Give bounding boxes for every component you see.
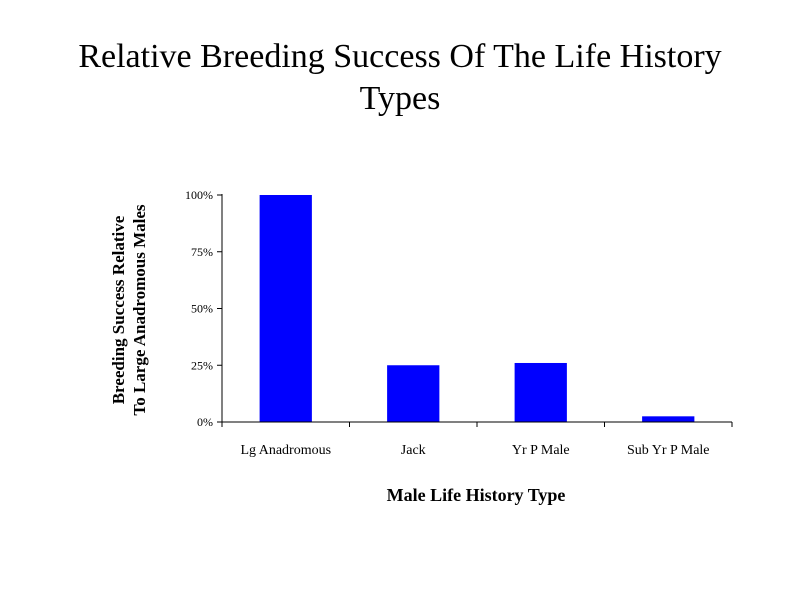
chart-title: Relative Breeding Success Of The Life Hi… [20,36,780,120]
labels-layer: 0% 25% 50% 75% 100% Lg Anadromous Jack Yr P Mal… [185,188,710,458]
bar-1 [259,195,312,422]
x-axis-title: Male Life History Type [386,485,566,505]
bars-layer [259,195,695,422]
y-axis-title: Breeding Success Relative To Large Anadr… [108,150,150,470]
x-tick-label-3: Yr P Male [512,443,570,458]
y-tick-label-4: 75% [191,245,213,259]
y-tick-label-2: 25% [191,358,213,372]
y-axis-title-line-1: Breeding Success Relative [109,215,128,405]
axes-layer [217,194,733,427]
x-tick-label-2: Jack [401,443,426,458]
bar-4 [642,416,695,422]
y-tick-label-5: 100% [185,188,213,202]
x-tick-label-4: Sub Yr P Male [627,443,710,458]
y-axis-title-line-2: To Large Anadromous Males [130,204,149,416]
y-tick-label-3: 50% [191,302,213,316]
bar-3 [514,362,567,422]
y-tick-label-1: 0% [197,415,213,429]
bar-2 [387,365,440,422]
chart-title-line-2: Types [359,80,441,117]
chart-title-line-1: Relative Breeding Success Of The Life Hi… [78,38,722,75]
x-tick-label-1: Lg Anadromous [240,443,331,458]
